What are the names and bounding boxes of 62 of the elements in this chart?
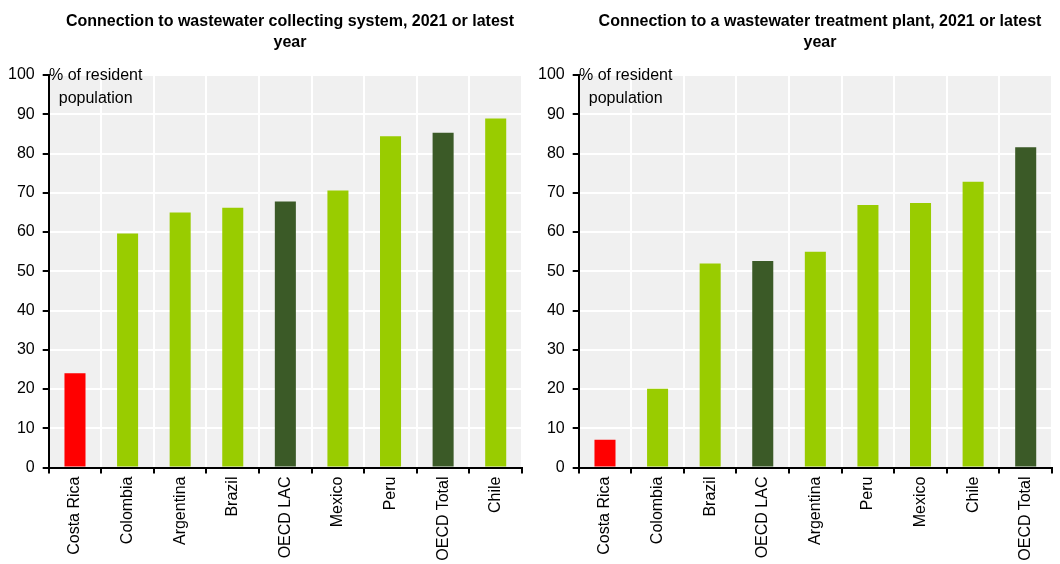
bar	[594, 439, 616, 467]
x-tick-label: Colombia	[647, 476, 665, 545]
y-tick-label: 20	[546, 379, 565, 397]
y-tick-label: 50	[546, 261, 565, 279]
x-tick-label: Brazil	[223, 476, 241, 517]
x-tick-label: Peru	[380, 476, 398, 511]
y-tick-label: 30	[546, 340, 565, 358]
y-tick-label: 60	[546, 222, 565, 240]
y-tick-label: 100	[537, 65, 565, 83]
y-tick-label: 50	[16, 261, 35, 279]
x-tick-label: Peru	[858, 476, 876, 511]
x-tick-label: Brazil	[700, 476, 718, 517]
chart-title: Connection to wastewater collecting system, 2021 or latest year	[64, 11, 516, 52]
bar	[327, 190, 349, 467]
y-tick-label: 70	[16, 183, 35, 201]
y-tick-label: 20	[16, 379, 35, 397]
x-tick-label: Costa Rica	[65, 476, 83, 555]
y-tick-label: 90	[546, 104, 565, 122]
chart-title: Connection to a wastewater treatment plant, 2021 or latest year	[597, 11, 1043, 52]
bar	[752, 261, 774, 467]
bar	[380, 136, 402, 467]
y-tick-label: 30	[16, 340, 35, 358]
x-tick-label: Argentina	[805, 476, 823, 546]
y-axis-title: % of resident population	[578, 65, 674, 108]
x-tick-label: Chile	[963, 476, 981, 513]
bar	[64, 373, 86, 467]
bar	[169, 212, 191, 467]
y-tick-label: 10	[16, 418, 35, 436]
x-tick-label: Colombia	[117, 476, 135, 545]
x-tick-label: Mexico	[328, 476, 346, 528]
x-tick-label: Chile	[486, 476, 504, 513]
bar	[910, 202, 932, 467]
y-tick-label: 60	[16, 222, 35, 240]
x-tick-label: Argentina	[170, 476, 188, 546]
x-tick-label: Costa Rica	[595, 476, 613, 555]
y-tick-label: 0	[555, 457, 565, 475]
y-tick-label: 40	[546, 300, 565, 318]
y-tick-label: 70	[546, 183, 565, 201]
bar	[857, 204, 879, 467]
bar	[647, 388, 669, 467]
y-axis-title: % of resident population	[48, 65, 144, 108]
x-tick-label: OECD LAC	[275, 476, 293, 559]
y-tick-label: 80	[546, 143, 565, 161]
bar	[222, 207, 244, 467]
bar	[1015, 147, 1037, 467]
y-tick-label: 100	[7, 65, 35, 83]
bar	[699, 263, 721, 467]
y-tick-label: 80	[16, 143, 35, 161]
y-tick-label: 0	[25, 457, 35, 475]
bar	[274, 201, 296, 467]
x-tick-label: OECD Total	[433, 476, 451, 561]
x-tick-label: OECD LAC	[753, 476, 771, 559]
bar	[804, 251, 826, 467]
x-tick-label: OECD Total	[1016, 476, 1034, 561]
bar	[485, 118, 507, 467]
y-tick-label: 10	[546, 418, 565, 436]
bar	[962, 181, 984, 467]
bar	[117, 233, 139, 467]
bar	[432, 132, 454, 467]
x-tick-label: Mexico	[910, 476, 928, 528]
y-tick-label: 40	[16, 300, 35, 318]
y-tick-label: 90	[16, 104, 35, 122]
